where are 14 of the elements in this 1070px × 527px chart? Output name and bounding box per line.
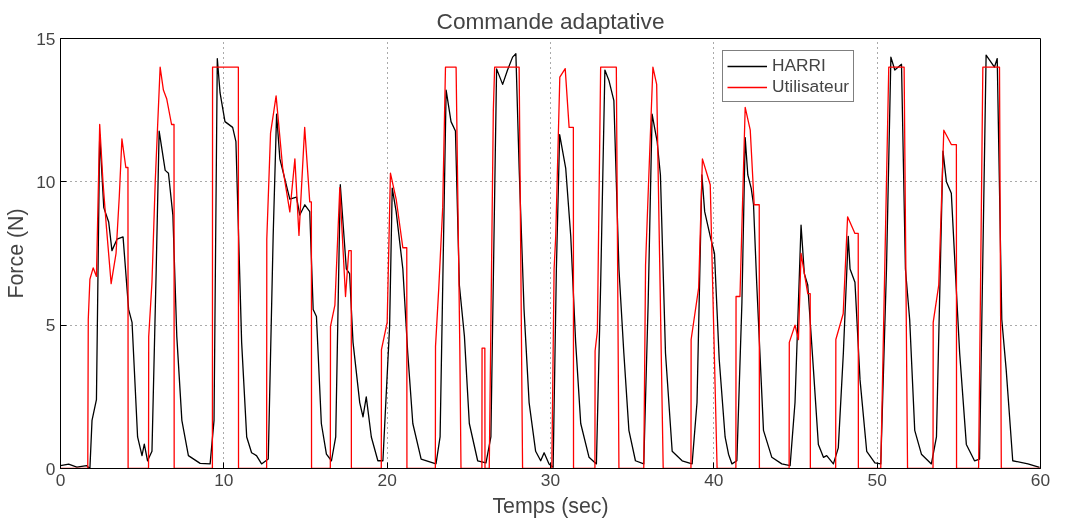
x-tick-label: 30: [540, 469, 561, 490]
x-tick-label: 60: [1030, 469, 1051, 490]
x-tick-label: 10: [214, 469, 234, 490]
y-tick-label: 10: [36, 171, 56, 192]
x-tick-label: 50: [867, 469, 887, 490]
y-axis-title: Force (N): [4, 208, 29, 299]
y-tick-label: 15: [36, 28, 56, 49]
x-axis-title: Temps (sec): [492, 493, 609, 518]
y-tick-label: 5: [45, 315, 56, 336]
legend-label: Utilisateur: [772, 76, 850, 97]
chart-title: Commande adaptative: [436, 7, 665, 34]
x-tick-label: 20: [377, 469, 397, 490]
legend-label: HARRI: [772, 55, 826, 76]
x-tick-label: 40: [704, 469, 724, 490]
